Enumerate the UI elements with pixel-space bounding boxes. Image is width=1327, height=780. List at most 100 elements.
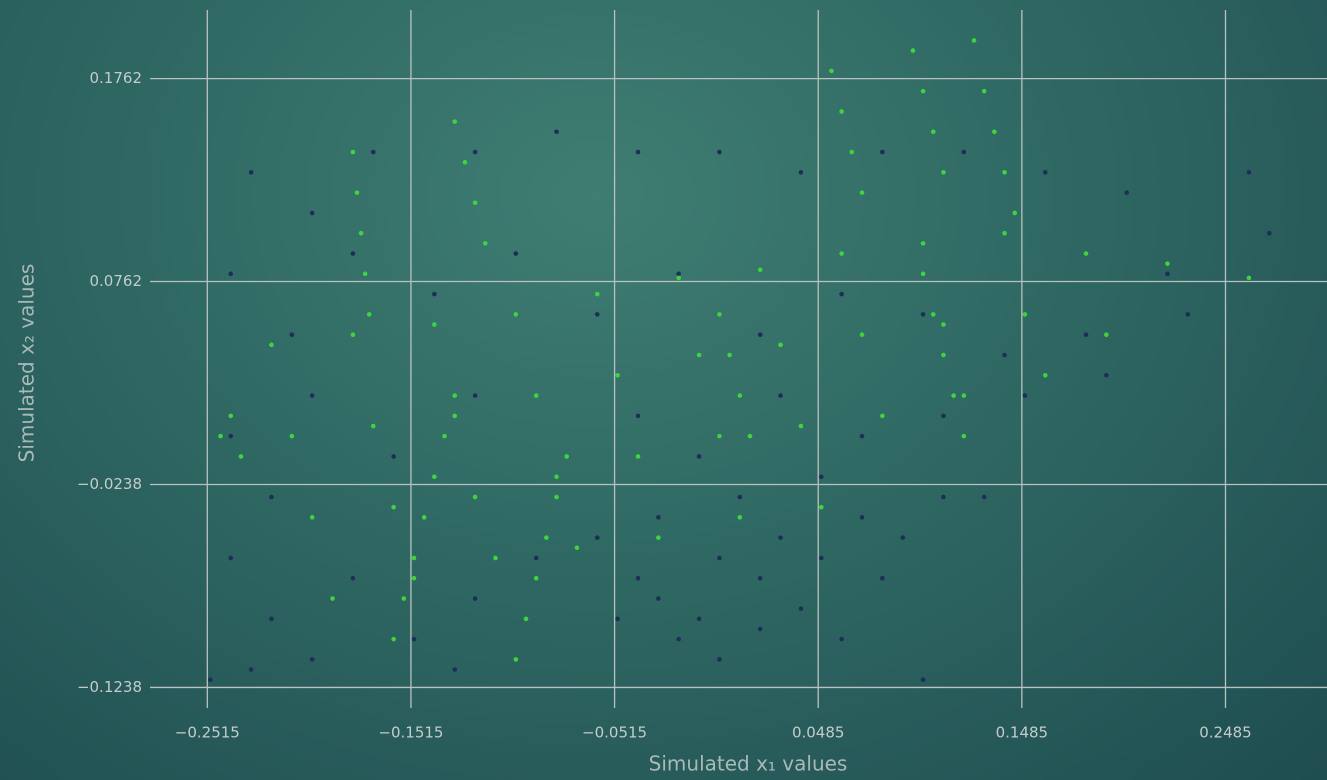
point [859, 190, 865, 195]
point [941, 352, 946, 358]
point [818, 474, 824, 480]
point [696, 352, 702, 358]
point [533, 555, 539, 561]
point [656, 596, 661, 601]
point [981, 494, 987, 500]
point [1104, 332, 1109, 338]
point [778, 342, 783, 348]
point [594, 535, 600, 540]
point [635, 413, 641, 419]
point [228, 271, 234, 277]
point [391, 636, 396, 642]
point [696, 454, 702, 459]
point [472, 596, 478, 601]
point [1246, 170, 1252, 175]
point [1185, 312, 1191, 317]
point [941, 494, 946, 500]
point [747, 433, 753, 439]
point [615, 616, 620, 622]
x-tick-label: −0.2515 [175, 724, 240, 742]
point [656, 515, 661, 520]
point [544, 535, 549, 540]
point [676, 275, 682, 281]
point [513, 251, 519, 256]
point [401, 596, 407, 601]
point [452, 119, 458, 124]
point [1165, 271, 1170, 277]
point [717, 657, 722, 662]
y-tick-label: 0.1762 [90, 69, 143, 87]
point [778, 535, 783, 540]
point [554, 474, 559, 480]
point [421, 515, 427, 520]
point [248, 667, 254, 672]
point [289, 433, 295, 439]
point [513, 657, 519, 662]
point [218, 433, 223, 439]
point [717, 312, 722, 317]
point [727, 352, 732, 358]
x-tick-label: −0.0515 [582, 724, 647, 742]
point [880, 575, 885, 581]
point [533, 575, 539, 581]
point [533, 393, 539, 398]
point [1104, 372, 1109, 378]
point [574, 545, 580, 551]
point [350, 575, 356, 581]
point [920, 88, 926, 94]
point [228, 413, 234, 419]
point [798, 170, 804, 175]
point [778, 393, 783, 398]
point [594, 291, 600, 297]
point [411, 636, 417, 642]
point [818, 555, 824, 561]
point [472, 393, 478, 398]
x-tick-label: 0.2485 [1199, 724, 1252, 742]
point [289, 332, 295, 338]
point [391, 504, 396, 510]
point [238, 454, 244, 459]
point [961, 433, 967, 439]
point [951, 393, 956, 398]
point [757, 575, 763, 581]
point [656, 535, 661, 540]
point [1083, 251, 1089, 256]
y-tick-label: −0.1238 [77, 678, 142, 696]
point [523, 616, 529, 622]
point [717, 555, 722, 561]
points [208, 38, 1272, 683]
point [737, 494, 743, 500]
point [849, 149, 855, 155]
point [354, 190, 360, 195]
point [798, 423, 804, 429]
point [1083, 332, 1089, 338]
point [920, 312, 926, 317]
point [757, 626, 763, 632]
point [1022, 393, 1028, 398]
point [330, 596, 335, 601]
point [829, 68, 834, 74]
point [452, 667, 458, 672]
point [992, 129, 997, 135]
point [930, 129, 936, 135]
point [676, 271, 682, 277]
point [432, 322, 437, 327]
point [350, 149, 356, 155]
point [676, 636, 682, 642]
point [228, 555, 234, 561]
point [411, 575, 417, 581]
point [1002, 352, 1007, 358]
point [930, 312, 936, 317]
point [1124, 190, 1130, 195]
point [358, 230, 364, 236]
point [818, 504, 824, 510]
point [370, 423, 376, 429]
point [941, 170, 946, 175]
point [971, 38, 977, 43]
point [462, 159, 468, 165]
y-tick-label: 0.0762 [90, 272, 143, 290]
point [737, 393, 743, 398]
point [1002, 230, 1007, 236]
point [839, 636, 844, 642]
